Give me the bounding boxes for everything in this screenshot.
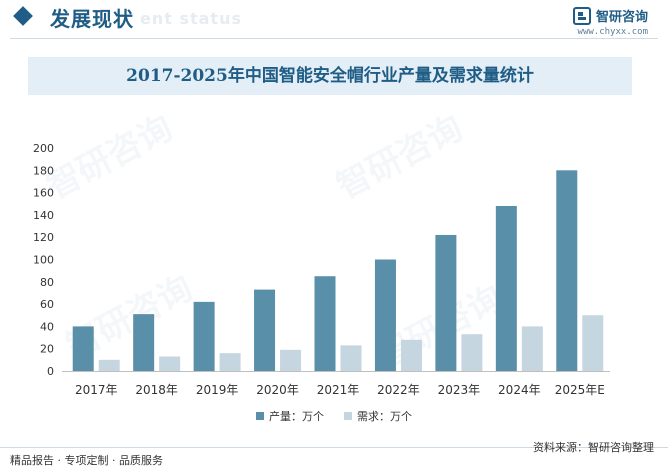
chart-legend: 产量：万个 需求：万个 xyxy=(0,408,668,424)
y-tick-label: 180 xyxy=(33,164,54,177)
bar-production xyxy=(193,301,215,371)
y-tick-label: 120 xyxy=(33,231,54,244)
y-tick-label: 140 xyxy=(33,209,54,222)
bar-demand xyxy=(159,356,181,371)
bar-production xyxy=(133,314,155,371)
bar-demand xyxy=(219,353,241,371)
bar-demand xyxy=(340,345,362,371)
x-tick-label: 2024年 xyxy=(498,383,541,397)
y-tick-label: 80 xyxy=(40,276,54,289)
x-tick-label: 2017年 xyxy=(75,383,118,397)
bar-production xyxy=(435,234,457,371)
bar-production xyxy=(556,170,578,371)
legend-label-demand: 需求：万个 xyxy=(357,410,412,423)
y-tick-label: 160 xyxy=(33,187,54,200)
y-tick-label: 0 xyxy=(47,365,54,378)
x-tick-label: 2025年E xyxy=(555,383,605,397)
bar-chart: 0 20 40 60 80 100 120 140 160 180 200 2017年 2018年 201… xyxy=(33,142,610,397)
legend-swatch-demand xyxy=(344,412,352,420)
legend-swatch-production xyxy=(256,412,264,420)
footer-slogan: 精品报告 · 专项定制 · 品质服务 xyxy=(10,454,163,467)
bar-production xyxy=(72,326,94,371)
bar-demand xyxy=(280,349,302,371)
x-tick-label: 2019年 xyxy=(196,383,239,397)
y-tick-label: 200 xyxy=(33,142,54,155)
section-title-english: ent status xyxy=(140,9,242,28)
x-tick-label: 2021年 xyxy=(317,383,360,397)
y-tick-label: 40 xyxy=(40,320,54,333)
bar-production xyxy=(374,259,396,371)
bar-demand xyxy=(582,315,604,371)
x-tick-label: 2022年 xyxy=(377,383,420,397)
x-tick-label: 2020年 xyxy=(256,383,299,397)
brand-logo-icon xyxy=(572,6,591,25)
bar-production xyxy=(254,289,276,371)
bar-demand xyxy=(400,339,422,371)
bar-production xyxy=(314,276,336,371)
y-tick-label: 60 xyxy=(40,298,54,311)
bar-demand xyxy=(521,326,543,371)
y-tick-label: 100 xyxy=(33,254,54,267)
brand-logo: 智研咨询 xyxy=(572,6,648,25)
section-header: ent status 发展现状 智研咨询 www.chyxx.com xyxy=(0,0,668,37)
legend-item-production: 产量：万个 xyxy=(256,408,324,424)
y-tick-label: 20 xyxy=(40,343,54,356)
footer-divider xyxy=(0,447,668,448)
bar-production xyxy=(495,205,517,371)
header-divider xyxy=(10,38,658,39)
chart-title: 2017-2025年中国智能安全帽行业产量及需求量统计 xyxy=(126,66,534,86)
footer-source: 资料来源：智研咨询整理 xyxy=(533,441,654,454)
site-url: www.chyxx.com xyxy=(577,27,648,37)
x-tick-label: 2023年 xyxy=(438,383,481,397)
legend-label-production: 产量：万个 xyxy=(269,410,324,423)
bar-demand xyxy=(461,334,483,371)
x-tick-label: 2018年 xyxy=(135,383,178,397)
legend-item-demand: 需求：万个 xyxy=(344,408,412,424)
chart-title-band: 2017-2025年中国智能安全帽行业产量及需求量统计 xyxy=(28,57,632,95)
brand-name: 智研咨询 xyxy=(595,10,648,25)
section-title: 发展现状 xyxy=(50,7,134,31)
bar-demand xyxy=(98,359,120,371)
